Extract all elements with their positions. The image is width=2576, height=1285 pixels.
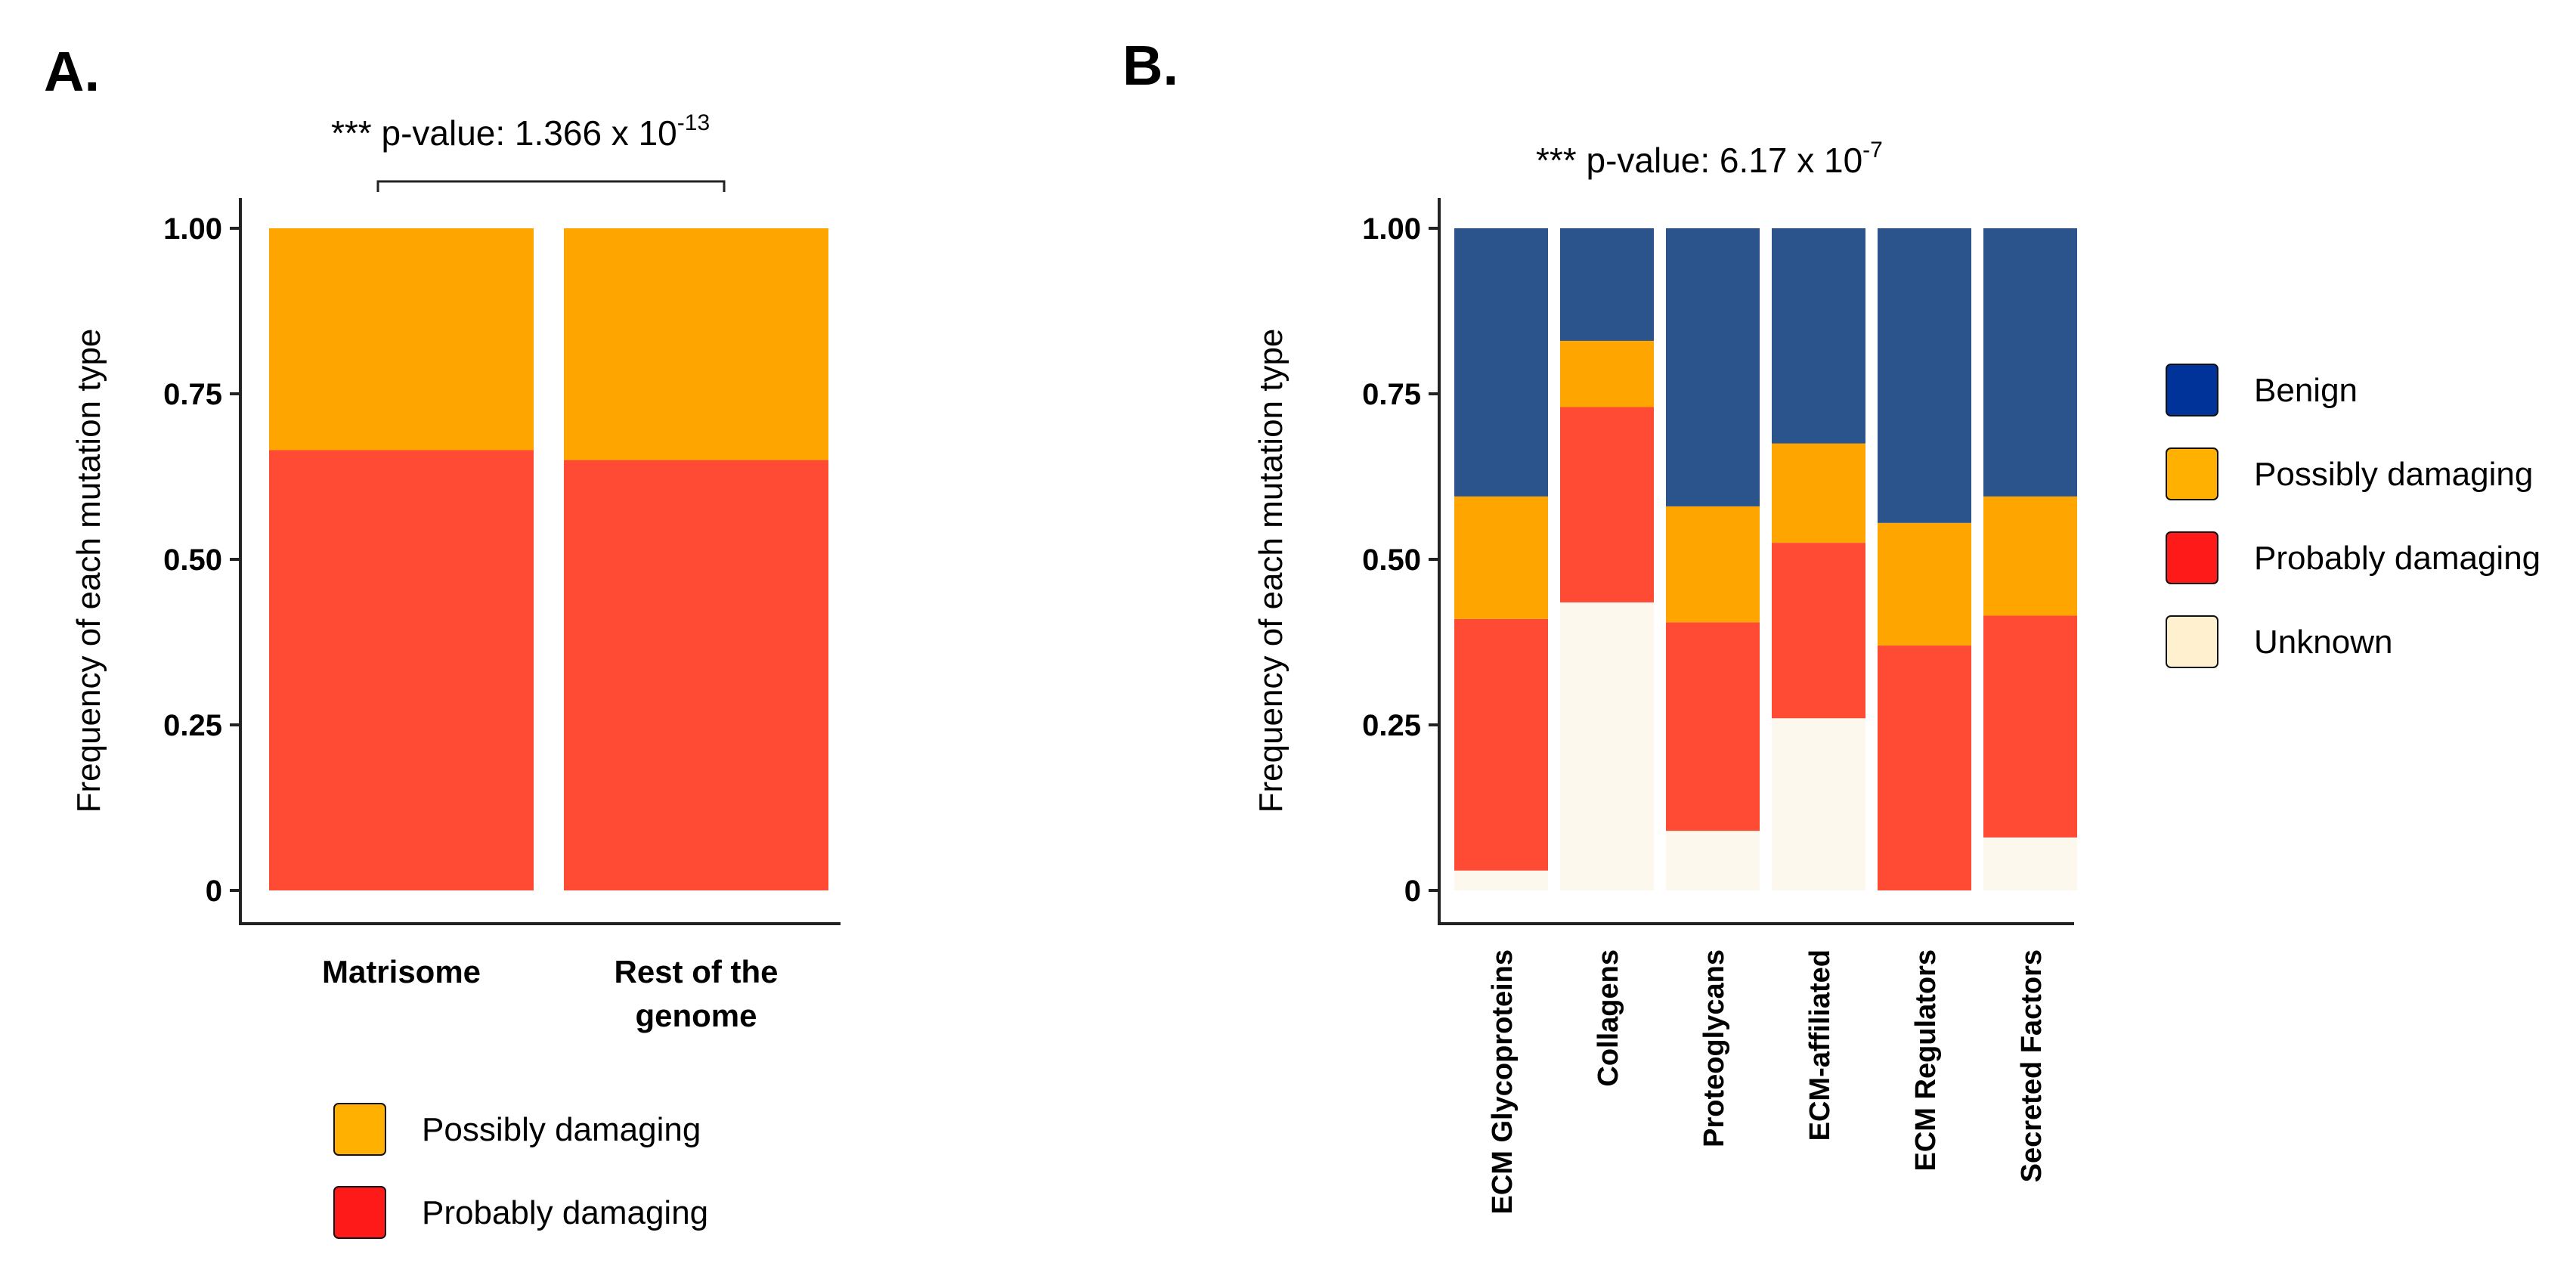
panel-b-x-label-proteoglycans: Proteoglycans — [1698, 949, 1730, 1147]
panel-a-pvalue-exponent: -13 — [677, 110, 710, 135]
panel-b-bar-proteoglycans-possibly-damaging — [1666, 506, 1760, 623]
y-tick-label: 0 — [206, 875, 222, 908]
y-tick-label: 0.75 — [163, 378, 222, 411]
panel-b-bar-proteoglycans-probably-damaging — [1666, 622, 1760, 831]
panel-a-pvalue-base: *** p-value: 1.366 x 10 — [331, 113, 677, 153]
panel-a-legend: Possibly damaging Probably damaging — [333, 1103, 708, 1239]
panel-b-bar-ecm-glycoproteins-benign — [1454, 228, 1548, 497]
panel-a-y-axis-title: Frequency of each mutation type — [70, 329, 107, 813]
panel-b-bar-collagens-unknown — [1560, 602, 1654, 890]
panel-a-pvalue: *** p-value: 1.366 x 10-13 — [331, 110, 710, 153]
panel-a-legend-swatch-possibly-damaging — [333, 1103, 386, 1156]
panel-b-bar-ecm-regulators-possibly-damaging — [1878, 522, 1971, 646]
y-tick-label: 0.25 — [1362, 709, 1421, 742]
y-tick-label: 0.75 — [1362, 378, 1421, 411]
panel-b-x-label-collagens: Collagens — [1593, 949, 1624, 1087]
panel-a-label: A. — [44, 40, 100, 103]
panel-b-bar-ecm-affiliated-possibly-damaging — [1772, 443, 1865, 543]
panel-b-legend-swatch-benign — [2166, 364, 2218, 416]
panel-a-bars — [269, 228, 828, 890]
panel-a-annotation: *** p-value: 1.366 x 10-13 — [331, 110, 726, 192]
panel-b-bar-ecm-affiliated-probably-damaging — [1772, 543, 1865, 719]
panel-b-bar-proteoglycans-benign — [1666, 228, 1760, 506]
y-tick-label: 1.00 — [1362, 212, 1421, 246]
panel-b-bar-secreted-factors-unknown — [1983, 837, 2077, 890]
panel-b-pvalue: *** p-value: 6.17 x 10-7 — [1536, 138, 1883, 180]
panel-b-legend: Benign Possibly damaging Probably damaging… — [2166, 364, 2540, 668]
panel-b-x-label-ecm-regulators: ECM Regulators — [1910, 949, 1942, 1171]
panel-b-x-labels: ECM Glycoproteins Collagens Proteoglycans E… — [1487, 949, 2048, 1215]
y-tick-label: 0.50 — [1362, 543, 1421, 577]
panel-b-bar-secreted-factors-possibly-damaging — [1983, 496, 2077, 616]
panel-b-bar-ecm-regulators-probably-damaging — [1878, 645, 1971, 890]
panel-b-pvalue-base: *** p-value: 6.17 x 10 — [1536, 141, 1862, 180]
panel-a-legend-swatch-probably-damaging — [333, 1186, 386, 1239]
panel-b-bar-ecm-regulators-benign — [1878, 228, 1971, 523]
y-tick-label: 0.50 — [163, 543, 222, 577]
panel-a-bar-matrisome-possibly-damaging — [269, 228, 534, 451]
panel-a-x-labels: Matrisome Rest of the genome — [322, 954, 779, 1033]
panel-b-bar-ecm-glycoproteins-unknown — [1454, 870, 1548, 890]
panel-b-bar-ecm-affiliated-unknown — [1772, 718, 1865, 890]
y-tick-label: 0.25 — [163, 709, 222, 742]
panel-a-bar-rest-of-the-genome-probably-damaging — [564, 460, 828, 890]
panel-b-bar-ecm-affiliated-benign — [1772, 228, 1865, 444]
panel-b-x-label-ecm-glycoproteins: ECM Glycoproteins — [1487, 949, 1519, 1215]
panel-a: A. *** p-value: 1.366 x 10-13 Frequency … — [44, 40, 841, 1239]
y-tick-label: 1.00 — [163, 212, 222, 246]
panel-b-legend-label-probably-damaging: Probably damaging — [2254, 540, 2540, 577]
panel-b-y-ticks: 0 0.25 0.50 0.75 1.00 — [1362, 212, 1439, 908]
panel-b-legend-swatch-unknown — [2166, 615, 2218, 668]
panel-b-label: B. — [1122, 34, 1178, 97]
panel-a-x-label-rest-of-the-genome: Rest of the genome — [614, 954, 778, 1033]
panel-b-x-label-ecm-affiliated: ECM-affiliated — [1804, 949, 1836, 1141]
panel-b-legend-label-benign: Benign — [2254, 372, 2358, 409]
panel-a-y-ticks: 0 0.25 0.50 0.75 1.00 — [163, 212, 240, 908]
panel-b: B. *** p-value: 6.17 x 10-7 Frequency of… — [1122, 34, 2540, 1215]
panel-a-legend-label-possibly-damaging: Possibly damaging — [422, 1111, 701, 1148]
panel-b-legend-label-possibly-damaging: Possibly damaging — [2254, 456, 2533, 493]
panel-b-bar-secreted-factors-benign — [1983, 228, 2077, 497]
panel-b-x-label-secreted-factors: Secreted Factors — [2016, 949, 2048, 1182]
panel-b-y-axis-title: Frequency of each mutation type — [1252, 329, 1290, 813]
panel-b-bar-ecm-glycoproteins-probably-damaging — [1454, 618, 1548, 871]
panel-b-bars — [1454, 228, 2077, 890]
panel-b-legend-swatch-probably-damaging — [2166, 531, 2218, 584]
panel-b-bar-proteoglycans-unknown — [1666, 831, 1760, 890]
panel-b-bar-collagens-possibly-damaging — [1560, 340, 1654, 407]
panel-b-bar-collagens-probably-damaging — [1560, 407, 1654, 602]
panel-a-bar-matrisome-probably-damaging — [269, 450, 534, 890]
panel-b-bar-ecm-glycoproteins-possibly-damaging — [1454, 496, 1548, 619]
panel-b-bar-secreted-factors-probably-damaging — [1983, 615, 2077, 838]
panel-b-bar-collagens-benign — [1560, 228, 1654, 341]
panel-a-bar-rest-of-the-genome-possibly-damaging — [564, 228, 828, 460]
y-tick-label: 0 — [1404, 875, 1421, 908]
panel-b-legend-label-unknown: Unknown — [2254, 624, 2392, 661]
panel-a-legend-label-probably-damaging: Probably damaging — [422, 1194, 708, 1231]
panel-a-x-label-matrisome: Matrisome — [322, 954, 481, 989]
panel-a-significance-bracket — [376, 180, 726, 192]
panel-b-legend-swatch-possibly-damaging — [2166, 447, 2218, 500]
panel-b-pvalue-exponent: -7 — [1862, 138, 1883, 163]
